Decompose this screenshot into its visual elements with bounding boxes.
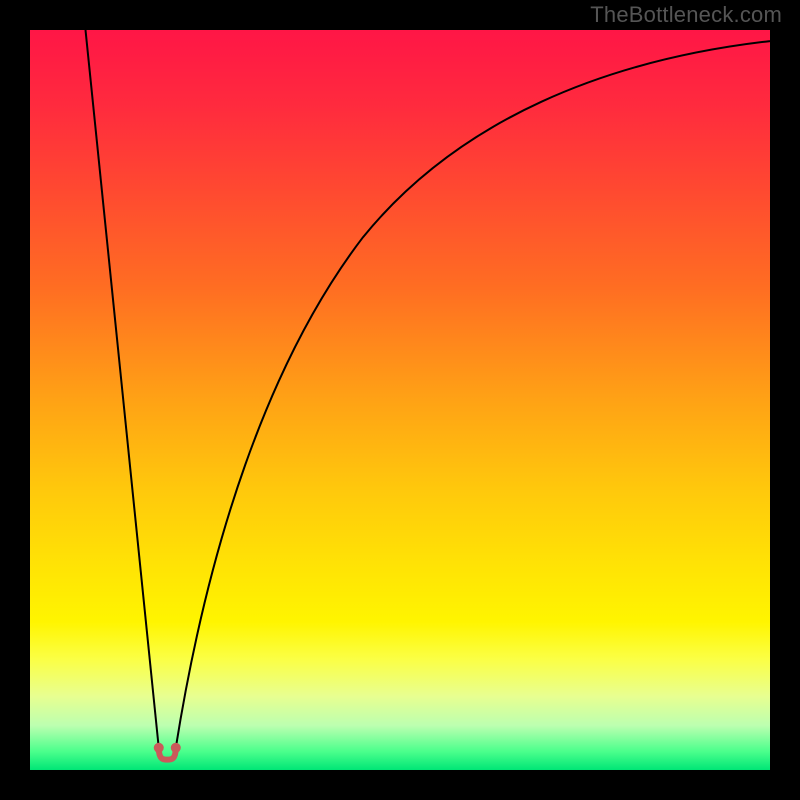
plot-background [30,30,770,770]
valley-dot-right [171,743,181,753]
stage: TheBottleneck.com [0,0,800,800]
bottleneck-chart [0,0,800,800]
valley-dot-left [154,743,164,753]
